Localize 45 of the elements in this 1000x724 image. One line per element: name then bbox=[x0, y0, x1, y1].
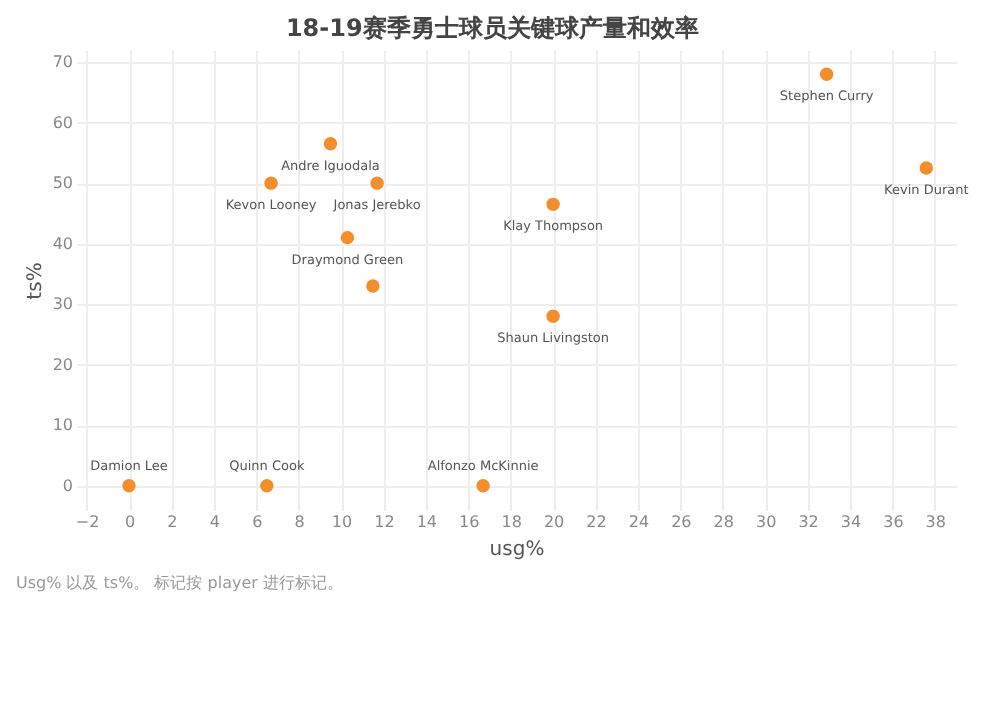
text: Usg% 以及 ts%。 标记按 player 进行标记。 bbox=[16, 574, 343, 592]
point bbox=[122, 479, 136, 493]
point bbox=[476, 479, 490, 493]
x-tick-label: 2 bbox=[167, 513, 178, 531]
x-tick-label: 18 bbox=[501, 513, 522, 531]
y-tick-label: 50 bbox=[52, 174, 73, 193]
y-tick-label: 40 bbox=[52, 234, 73, 253]
x-tick-label: 24 bbox=[628, 513, 650, 531]
point bbox=[546, 197, 560, 212]
x-tick-label: 8 bbox=[294, 513, 305, 531]
x-tick-label: 30 bbox=[755, 513, 777, 531]
point bbox=[546, 309, 560, 324]
point bbox=[264, 176, 278, 190]
y-tick-label: 20 bbox=[52, 355, 73, 374]
x-tick-label: 12 bbox=[374, 513, 395, 531]
y-tick-label: 60 bbox=[52, 113, 73, 132]
x-tick-label: 36 bbox=[883, 513, 904, 531]
x-tick-label: 32 bbox=[798, 513, 819, 531]
point bbox=[819, 67, 834, 81]
y-tick-label: 30 bbox=[52, 295, 73, 314]
x-tick-label: 10 bbox=[331, 513, 353, 531]
x-tick-label: 26 bbox=[671, 513, 692, 531]
x-tick-label: 22 bbox=[586, 513, 607, 531]
x-tick-label: 28 bbox=[713, 513, 734, 531]
x-tick-label: 20 bbox=[543, 513, 565, 531]
y-tick-label: 10 bbox=[52, 416, 73, 435]
point bbox=[370, 176, 384, 190]
x-tick-label: 0 bbox=[124, 513, 136, 531]
x-tick-label: 38 bbox=[925, 513, 946, 531]
x-tick-label: 14 bbox=[416, 513, 438, 531]
x-axis-title: usg% bbox=[489, 539, 545, 561]
point bbox=[919, 161, 934, 175]
point bbox=[366, 279, 380, 293]
y-tick-label: 70 bbox=[52, 53, 73, 72]
y-tick-label: 0 bbox=[62, 476, 73, 495]
x-tick-label: 4 bbox=[209, 513, 220, 531]
point bbox=[340, 230, 355, 245]
chart-title: 18-19赛季勇士球员关键球产量和效率 bbox=[285, 14, 699, 42]
y-axis-title: ts% bbox=[24, 262, 47, 300]
point bbox=[323, 137, 338, 151]
x-tick-label: −2 bbox=[75, 513, 100, 531]
x-tick-label: 16 bbox=[459, 513, 480, 531]
x-tick-label: 6 bbox=[252, 513, 263, 531]
point bbox=[260, 479, 274, 493]
x-tick-label: 34 bbox=[840, 513, 862, 531]
